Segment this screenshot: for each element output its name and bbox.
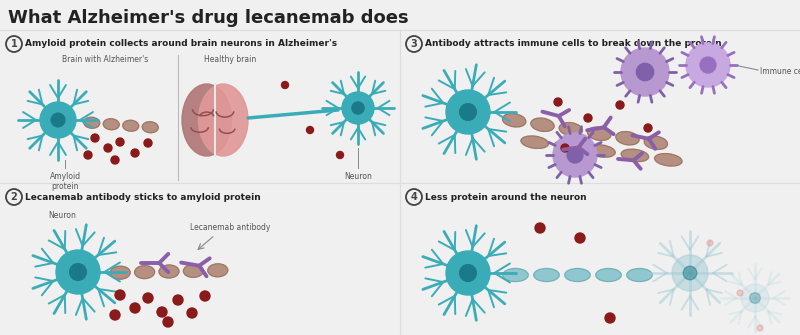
Circle shape [70,264,86,280]
Circle shape [91,134,99,142]
Text: Lecanemab antibody sticks to amyloid protein: Lecanemab antibody sticks to amyloid pro… [25,193,261,201]
Circle shape [446,251,490,295]
Circle shape [672,255,708,291]
Circle shape [553,133,597,177]
Circle shape [757,325,763,331]
Ellipse shape [208,264,228,277]
Text: Amyloid protein collects around brain neurons in Alzheimer's: Amyloid protein collects around brain ne… [25,40,337,49]
Ellipse shape [565,268,590,281]
Circle shape [554,98,562,106]
Circle shape [707,240,713,246]
Ellipse shape [159,265,179,278]
Circle shape [460,265,476,281]
Ellipse shape [559,123,582,136]
Ellipse shape [122,120,138,131]
Circle shape [741,284,769,312]
Ellipse shape [616,132,639,145]
Circle shape [306,127,314,134]
Circle shape [84,151,92,159]
Circle shape [51,113,65,127]
Circle shape [110,310,120,320]
Ellipse shape [626,268,652,281]
Circle shape [56,250,100,294]
Ellipse shape [554,140,582,153]
Circle shape [104,144,112,152]
Circle shape [131,149,139,157]
Text: Amyloid
protein: Amyloid protein [50,172,81,191]
Text: Brain with Alzheimer's: Brain with Alzheimer's [62,56,148,65]
Ellipse shape [502,114,526,127]
Ellipse shape [534,268,559,281]
Circle shape [567,147,583,163]
Circle shape [342,92,374,124]
Circle shape [700,57,716,73]
Circle shape [636,63,654,81]
Circle shape [143,293,153,303]
Circle shape [621,48,669,96]
Ellipse shape [587,127,611,140]
Text: Less protein around the neuron: Less protein around the neuron [425,193,586,201]
Ellipse shape [502,268,528,281]
Circle shape [200,291,210,301]
Circle shape [173,295,183,305]
Circle shape [115,290,125,300]
Ellipse shape [596,268,622,281]
Circle shape [157,307,167,317]
Ellipse shape [588,145,615,157]
Text: 4: 4 [410,192,418,202]
Text: Neuron: Neuron [344,172,372,181]
Text: Antibody attracts immune cells to break down the protein: Antibody attracts immune cells to break … [425,40,722,49]
Circle shape [187,308,197,318]
Circle shape [144,139,152,147]
Circle shape [686,43,730,87]
Text: Immune cell: Immune cell [760,67,800,76]
Ellipse shape [84,117,100,128]
Ellipse shape [183,264,203,277]
Circle shape [116,138,124,146]
Text: 1: 1 [10,39,18,49]
Circle shape [737,290,743,296]
Circle shape [282,81,289,88]
Text: Healthy brain: Healthy brain [204,56,256,65]
Circle shape [584,114,592,122]
Text: 2: 2 [10,192,18,202]
Ellipse shape [198,84,248,156]
Circle shape [352,102,364,114]
Circle shape [683,266,697,280]
Circle shape [40,102,76,138]
Circle shape [337,151,343,158]
Ellipse shape [103,119,119,130]
Circle shape [616,101,624,109]
Ellipse shape [654,153,682,166]
Circle shape [446,90,490,134]
Ellipse shape [644,136,667,149]
Ellipse shape [521,136,549,148]
Ellipse shape [142,122,158,133]
Ellipse shape [110,266,130,279]
Text: 3: 3 [410,39,418,49]
Circle shape [605,313,615,323]
Circle shape [644,124,652,132]
Ellipse shape [134,266,154,279]
Text: Neuron: Neuron [48,210,76,219]
Ellipse shape [531,118,554,131]
Circle shape [111,156,119,164]
Ellipse shape [621,149,649,161]
Circle shape [460,104,476,120]
Circle shape [163,317,173,327]
Ellipse shape [182,84,231,156]
Text: Lecanemab antibody: Lecanemab antibody [190,223,270,232]
Circle shape [750,293,760,303]
Text: What Alzheimer's drug lecanemab does: What Alzheimer's drug lecanemab does [8,9,409,27]
Circle shape [575,233,585,243]
Circle shape [130,303,140,313]
Circle shape [535,223,545,233]
Circle shape [561,144,569,152]
